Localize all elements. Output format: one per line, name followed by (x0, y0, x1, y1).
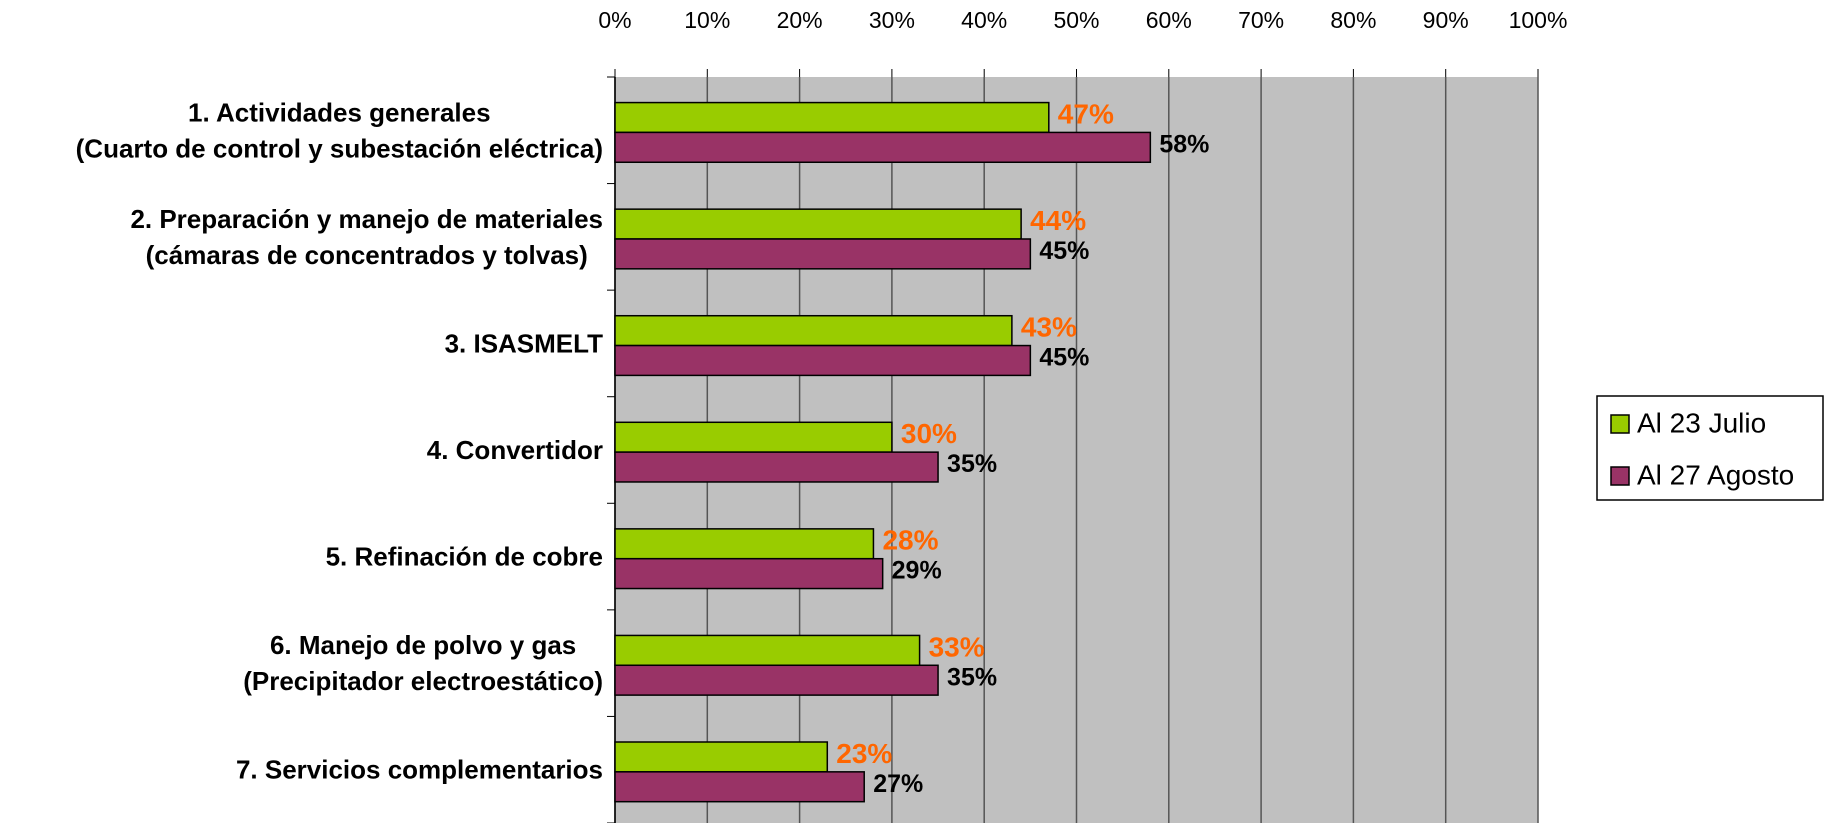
value-label: 47% (1058, 98, 1114, 129)
category-label: 2. Preparación y manejo de materiales (130, 204, 603, 234)
bar (614, 208, 1022, 240)
bar (614, 557, 884, 590)
legend-label: Al 27 Agosto (1637, 459, 1794, 490)
category-label: 6. Manejo de polvo y gas (270, 630, 576, 660)
x-tick-label: 70% (1238, 7, 1284, 33)
bar (614, 344, 1032, 377)
bar (614, 421, 893, 453)
value-label: 27% (873, 770, 923, 798)
bar (614, 314, 1013, 347)
category-label: 5. Refinación de cobre (326, 542, 603, 572)
x-tick-label: 30% (869, 7, 915, 33)
category-label: 1. Actividades generales (188, 97, 491, 127)
value-label: 30% (901, 418, 957, 449)
x-tick-label: 90% (1423, 7, 1469, 33)
bar (614, 528, 875, 560)
value-label: 58% (1159, 130, 1209, 158)
value-label: 44% (1030, 205, 1086, 236)
value-label: 33% (929, 631, 985, 662)
value-label: 43% (1021, 312, 1077, 343)
x-tick-label: 40% (961, 7, 1007, 33)
value-label: 35% (947, 450, 997, 478)
bar (614, 771, 865, 803)
legend-swatch (1610, 414, 1630, 434)
value-label: 45% (1039, 237, 1089, 265)
x-tick-label: 80% (1330, 7, 1376, 33)
category-label: (cámaras de concentrados y tolvas) (146, 240, 588, 270)
bar (614, 101, 1050, 134)
category-label: (Precipitador electroestático) (243, 666, 603, 696)
bar (614, 664, 939, 696)
legend-swatch (1610, 466, 1630, 486)
x-tick-label: 10% (684, 7, 730, 33)
bar (614, 451, 939, 483)
value-label: 45% (1039, 344, 1089, 372)
legend (1596, 395, 1824, 501)
bar (614, 634, 921, 667)
x-tick-label: 20% (777, 7, 823, 33)
x-tick-label: 60% (1146, 7, 1192, 33)
bar (614, 131, 1152, 164)
value-label: 35% (947, 663, 997, 691)
bar (614, 238, 1032, 270)
x-tick-label: 100% (1509, 7, 1568, 33)
value-label: 23% (836, 738, 892, 769)
value-label: 29% (892, 557, 942, 585)
category-label: 3. ISASMELT (445, 328, 604, 358)
category-label: 4. Convertidor (427, 435, 603, 465)
category-label: (Cuarto de control y subestación eléctri… (76, 133, 603, 163)
legend-label: Al 23 Julio (1637, 407, 1766, 438)
bar (614, 741, 829, 773)
x-tick-label: 50% (1053, 7, 1099, 33)
value-label: 28% (882, 525, 938, 556)
x-tick-label: 0% (598, 7, 631, 33)
category-label: 7. Servicios complementarios (236, 755, 603, 785)
